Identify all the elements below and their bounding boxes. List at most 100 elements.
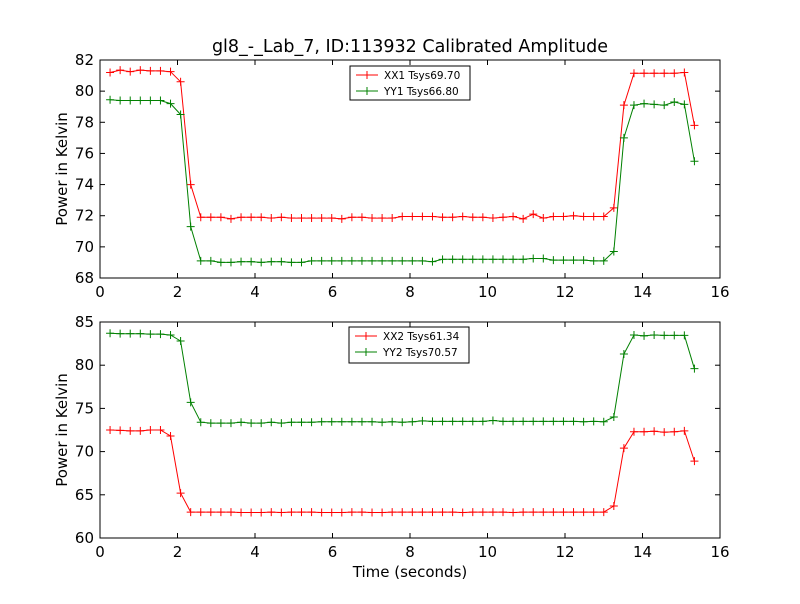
data-point [650, 427, 659, 436]
data-point [599, 417, 608, 426]
data-point [206, 256, 215, 265]
data-point [368, 214, 377, 223]
legend-label: XX2 Tsys61.34 [383, 331, 460, 343]
data-point [458, 417, 467, 426]
data-point [388, 214, 397, 223]
y-tick-label: 72 [75, 207, 94, 225]
data-point [196, 508, 205, 517]
data-point [388, 417, 397, 426]
data-point [448, 508, 457, 517]
data-point [478, 255, 487, 264]
data-point [126, 329, 135, 338]
data-point [196, 256, 205, 265]
data-point [660, 101, 669, 110]
data-point [408, 212, 417, 221]
data-point [549, 212, 558, 221]
data-point [156, 330, 165, 339]
x-tick-label: 10 [478, 543, 497, 561]
data-point [277, 508, 286, 517]
data-point [418, 508, 427, 517]
data-point [297, 418, 306, 427]
data-point [156, 96, 165, 105]
data-point [579, 508, 588, 517]
data-point [438, 213, 447, 222]
data-point [237, 257, 246, 266]
data-point [519, 508, 528, 517]
data-point [519, 417, 528, 426]
legend-label: YY1 Tsys66.80 [383, 86, 459, 98]
data-point [680, 426, 689, 435]
x-tick-label: 6 [328, 283, 338, 301]
data-point [146, 330, 155, 339]
data-point [216, 258, 225, 267]
data-point [458, 212, 467, 221]
data-point [166, 330, 175, 339]
data-point [186, 398, 195, 407]
data-point [418, 416, 427, 425]
data-point [357, 213, 366, 222]
data-point [136, 96, 145, 105]
data-point [186, 222, 195, 231]
data-point [640, 99, 649, 108]
data-point [267, 257, 276, 266]
data-point [408, 256, 417, 265]
y-tick-label: 78 [75, 113, 94, 131]
data-point [307, 214, 316, 223]
data-point [680, 100, 689, 109]
data-point [277, 257, 286, 266]
legend-box [348, 326, 470, 364]
data-point [650, 330, 659, 339]
data-point [206, 419, 215, 428]
data-point [388, 256, 397, 265]
legend-label: XX1 Tsys69.70 [384, 70, 460, 82]
data-point [468, 213, 477, 222]
data-point [488, 508, 497, 517]
data-point [216, 213, 225, 222]
data-point [629, 330, 638, 339]
data-point [378, 256, 387, 265]
data-point [136, 66, 145, 75]
x-tick-label: 14 [633, 283, 652, 301]
data-point [569, 211, 578, 220]
data-point [237, 418, 246, 427]
data-point [166, 432, 175, 441]
data-point [609, 502, 618, 511]
data-point [196, 213, 205, 222]
data-point [529, 417, 538, 426]
data-point [297, 508, 306, 517]
y-tick-label: 65 [75, 486, 94, 504]
data-point [569, 417, 578, 426]
data-point [660, 69, 669, 78]
data-point [327, 508, 336, 517]
data-point [287, 258, 296, 267]
data-point [660, 331, 669, 340]
data-point [267, 508, 276, 517]
data-point [559, 212, 568, 221]
data-point [136, 426, 145, 435]
data-point [488, 214, 497, 223]
data-point [609, 413, 618, 422]
data-point [499, 417, 507, 426]
x-tick-label: 10 [478, 283, 497, 301]
x-tick-label: 16 [710, 283, 729, 301]
y-tick-label: 82 [75, 51, 94, 69]
data-point [347, 508, 356, 517]
data-point [277, 419, 286, 428]
x-axis-label: Time (seconds) [352, 563, 468, 581]
data-point [317, 256, 326, 265]
data-point [156, 66, 165, 75]
data-point [398, 256, 407, 265]
data-point [226, 419, 235, 428]
data-point [428, 508, 437, 517]
data-point [499, 255, 507, 264]
data-point [267, 214, 276, 223]
x-tick-label: 2 [173, 543, 183, 561]
x-tick-label: 2 [173, 283, 183, 301]
data-point [226, 214, 235, 223]
data-point [146, 426, 155, 434]
data-point [257, 419, 266, 428]
data-point [599, 256, 608, 265]
data-point [468, 508, 477, 517]
legend-box [349, 65, 471, 101]
